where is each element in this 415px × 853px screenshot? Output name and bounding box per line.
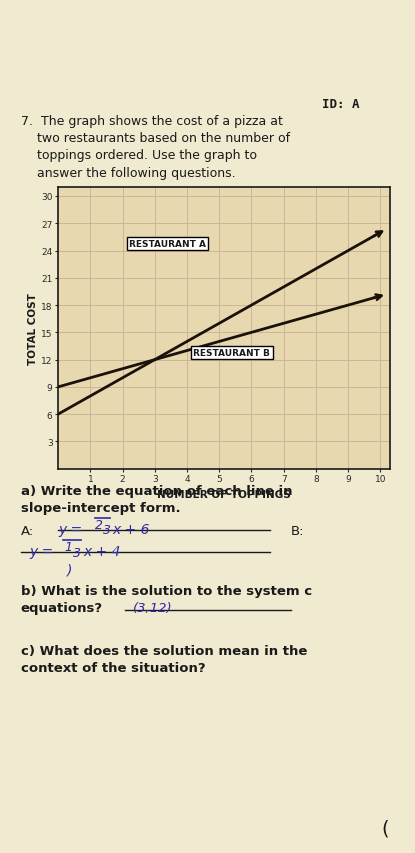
Text: x + 4: x + 4: [83, 544, 120, 558]
Text: RESTAURANT B: RESTAURANT B: [193, 349, 270, 357]
Y-axis label: TOTAL COST: TOTAL COST: [28, 293, 38, 364]
Text: A:: A:: [21, 525, 34, 537]
Text: (: (: [382, 819, 389, 838]
Text: B:: B:: [290, 525, 304, 537]
Text: slope-intercept form.: slope-intercept form.: [21, 502, 181, 514]
Text: ): ): [66, 563, 72, 577]
Text: 1: 1: [64, 541, 72, 554]
Text: x + 6: x + 6: [112, 522, 149, 536]
Text: y =: y =: [58, 522, 87, 536]
Text: context of the situation?: context of the situation?: [21, 661, 205, 674]
Text: 2: 2: [95, 519, 103, 531]
Text: c) What does the solution mean in the: c) What does the solution mean in the: [21, 644, 307, 657]
Text: ID: A: ID: A: [322, 98, 359, 111]
Text: answer the following questions.: answer the following questions.: [21, 166, 235, 179]
X-axis label: NUMBER OF TOPPINGS: NUMBER OF TOPPINGS: [157, 490, 291, 499]
Text: y =: y =: [29, 544, 58, 558]
Text: 3: 3: [103, 524, 111, 537]
Text: equations?: equations?: [21, 601, 103, 614]
Text: 7.  The graph shows the cost of a pizza at: 7. The graph shows the cost of a pizza a…: [21, 115, 283, 128]
Text: b) What is the solution to the system c: b) What is the solution to the system c: [21, 584, 312, 597]
Text: a) Write the equation of each line in: a) Write the equation of each line in: [21, 485, 292, 497]
Text: RESTAURANT A: RESTAURANT A: [129, 240, 206, 249]
Text: (3,12): (3,12): [133, 601, 172, 614]
Text: two restaurants based on the number of: two restaurants based on the number of: [21, 132, 290, 145]
Text: toppings ordered. Use the graph to: toppings ordered. Use the graph to: [21, 149, 257, 162]
Text: 3: 3: [73, 546, 81, 559]
